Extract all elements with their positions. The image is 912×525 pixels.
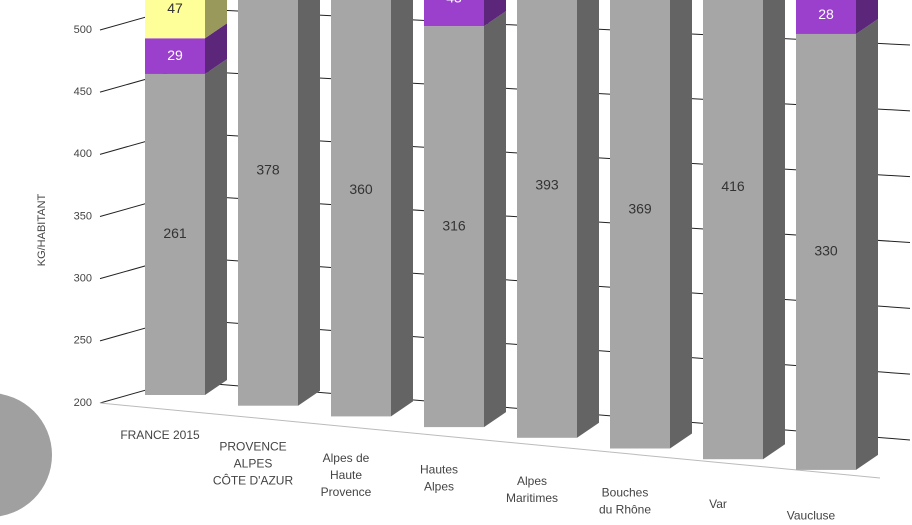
bar-segment [238, 0, 320, 406]
decoration-circle [0, 393, 52, 517]
value-label: 29 [167, 47, 183, 63]
x-tick-label: Vaucluse [787, 509, 836, 523]
x-tick-label: Alpes [424, 480, 454, 494]
bar-segment [796, 0, 878, 34]
bar-side [577, 0, 599, 438]
bar-front [517, 0, 577, 438]
bar-segment [610, 0, 692, 449]
bar-segment [145, 0, 227, 39]
bar-front [145, 0, 205, 39]
y-tick-label: 350 [74, 210, 92, 222]
bar-front [703, 0, 763, 460]
bar-segment [424, 0, 506, 27]
bar-front [796, 33, 856, 470]
bar-front [424, 26, 484, 428]
value-label: 360 [349, 181, 373, 197]
bar-front [145, 73, 205, 395]
x-tick-label: Hautes [420, 463, 458, 477]
bar-side [205, 0, 227, 39]
y-tick-label: 250 [74, 335, 92, 347]
x-tick-label: Bouches [602, 486, 649, 500]
bar-front [796, 0, 856, 34]
bar-segment [145, 23, 227, 74]
value-label: 393 [535, 177, 559, 193]
x-tick-label: ALPES [234, 457, 273, 471]
bar-side [484, 0, 506, 27]
y-axis-label: KG/HABITANT [36, 193, 48, 266]
value-label: 330 [814, 243, 838, 259]
y-tick-label: 200 [74, 397, 92, 409]
y-tick-label: 300 [74, 273, 92, 285]
value-label: 378 [256, 161, 280, 177]
bar-segment [145, 58, 227, 395]
y-tick-label: 450 [74, 86, 92, 98]
bar-front [424, 0, 484, 27]
x-tick-label: du Rhône [599, 503, 651, 517]
value-label: 261 [163, 225, 187, 241]
floor-edge [99, 402, 881, 479]
bar-front [238, 0, 298, 406]
bar-segment [796, 18, 878, 470]
bar-side [670, 0, 692, 449]
y-tick-label: 400 [74, 148, 92, 160]
value-label: 43 [446, 0, 462, 6]
value-label: 369 [628, 200, 652, 216]
x-tick-label: Alpes [517, 474, 547, 488]
bar-segment [517, 0, 599, 438]
y-tick-label: 500 [74, 24, 92, 36]
bar-segment [703, 0, 785, 460]
bar-side [763, 0, 785, 460]
bar-segment [331, 0, 413, 417]
x-tick-label: CÔTE D'AZUR [213, 473, 294, 488]
bar-front [145, 38, 205, 74]
x-tick-label: Var [709, 497, 727, 511]
x-tick-label: Provence [321, 485, 372, 499]
bar-front [331, 0, 391, 417]
x-tick-label: Haute [330, 468, 362, 482]
value-label: 47 [167, 0, 183, 16]
bar-side [298, 0, 320, 406]
x-tick-label: PROVENCE [219, 440, 286, 454]
bar-side [484, 11, 506, 428]
value-label: 316 [442, 217, 466, 233]
value-label: 28 [818, 6, 834, 22]
bar-front [610, 0, 670, 449]
x-tick-label: Alpes de [323, 451, 370, 465]
bar-side [856, 0, 878, 34]
value-label: 416 [721, 178, 745, 194]
bar-side [205, 23, 227, 74]
bar-side [856, 18, 878, 470]
bar-segment [424, 11, 506, 428]
x-tick-label: Maritimes [506, 491, 558, 505]
bar-side [391, 0, 413, 417]
bar-side [205, 58, 227, 395]
x-tick-label: FRANCE 2015 [120, 428, 200, 442]
